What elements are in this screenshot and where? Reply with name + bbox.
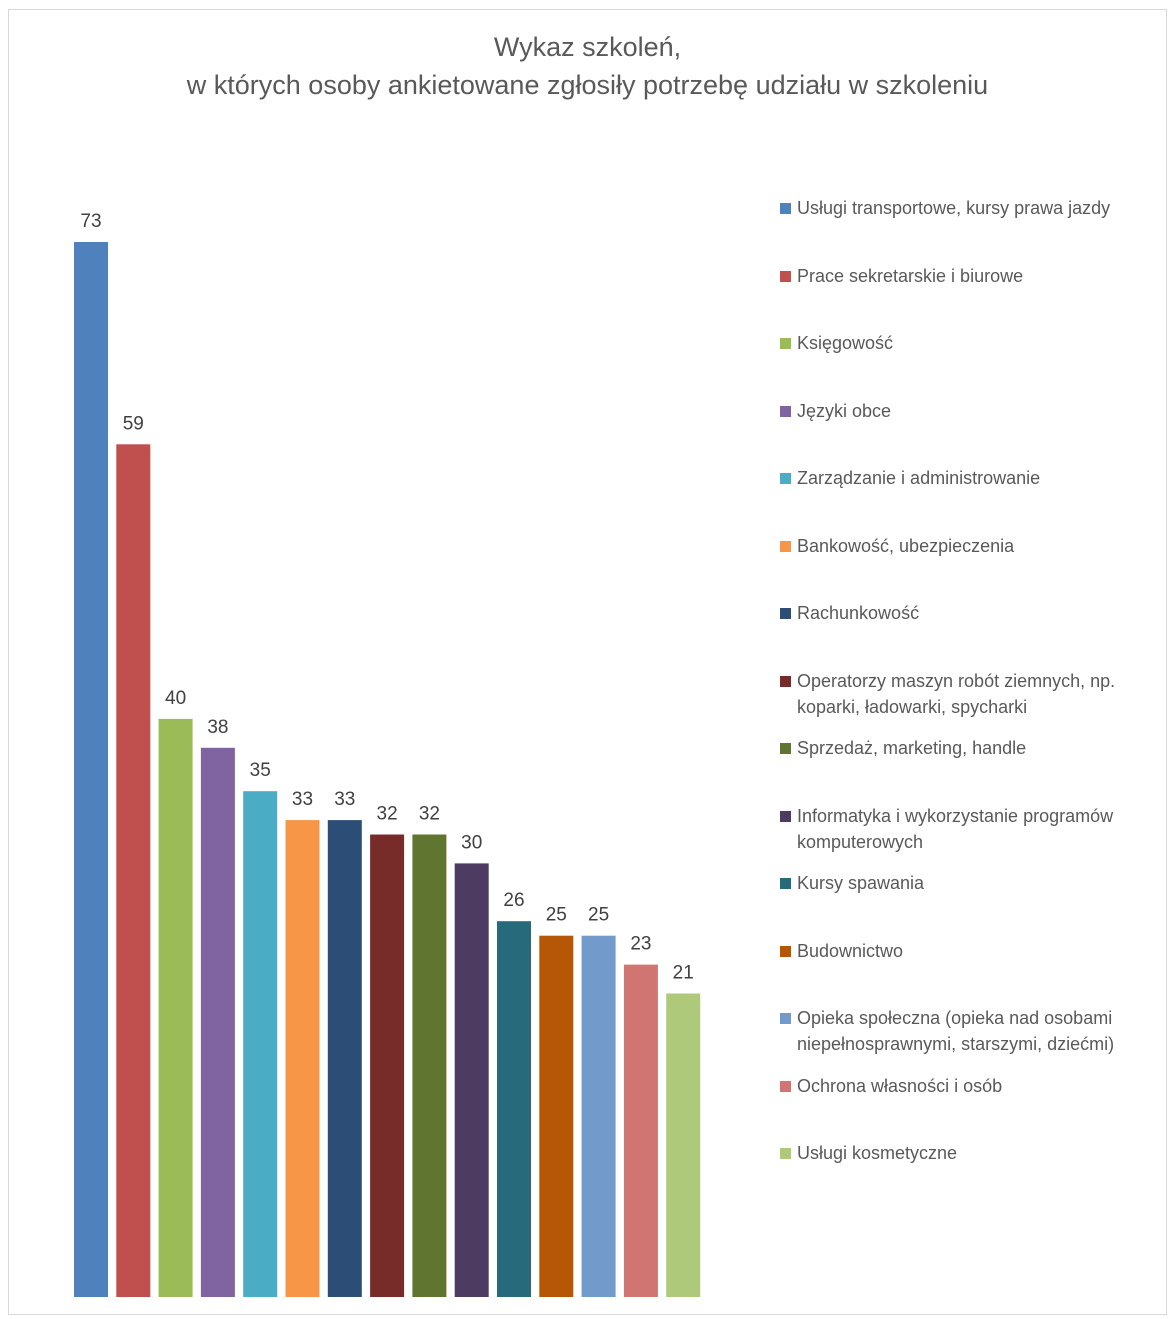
bar-15 [666,993,701,1297]
bar-7 [327,820,362,1297]
legend-swatch-2 [780,270,791,282]
bar-5 [243,791,278,1297]
bar-value-label-6: 33 [292,789,313,810]
legend-swatch-6 [780,540,791,552]
bar-value-label-13: 25 [588,905,609,926]
legend-item-12: Budownictwo [780,938,1165,964]
legend-swatch-10 [780,810,791,822]
bar-8 [370,834,405,1297]
legend-item-6: Bankowość, ubezpieczenia [780,533,1165,559]
bar-value-label-11: 26 [503,890,524,911]
legend-item-7: Rachunkowość [780,600,1165,626]
legend-label-5: Zarządzanie i administrowanie [797,468,1041,488]
bar-value-label-15: 21 [673,963,694,984]
bar-1 [74,242,108,1297]
legend-label-7: Rachunkowość [797,603,920,623]
legend-item-2: Prace sekretarskie i biurowe [780,263,1165,289]
legend-label-15: Usługi kosmetyczne [797,1143,958,1163]
legend-swatch-5 [780,473,791,484]
bar-value-label-14: 23 [630,934,651,955]
legend-item-9: Sprzedaż, marketing, handle [780,735,1165,761]
legend-item-4: Języki obce [780,398,1165,424]
legend-label-1: Usługi transportowe, kursy prawa jazdy [797,198,1111,218]
bar-value-label-1: 73 [80,211,101,232]
legend-swatch-13 [780,1013,791,1024]
bar-3 [158,718,193,1297]
legend-item-8: Operatorzy maszyn robót ziemnych, np. ko… [780,668,1165,720]
bar-2 [116,444,151,1297]
legend-swatch-1 [780,203,791,214]
bar-4 [200,747,235,1297]
legend-label-2: Prace sekretarskie i biurowe [797,265,1024,286]
chart-title-line2: w których osoby ankietowane zgłosiły pot… [186,70,989,100]
legend-item-5: Zarządzanie i administrowanie [780,465,1165,491]
bar-value-label-2: 59 [123,413,144,434]
legend-item-10: Informatyka i wykorzystanie programów ko… [780,803,1165,855]
legend-label-8: Operatorzy maszyn robót ziemnych, np. ko… [797,670,1116,717]
bar-11 [497,921,531,1297]
legend-swatch-3 [780,338,791,349]
legend-item-1: Usługi transportowe, kursy prawa jazdy [780,195,1165,221]
legend-label-3: Księgowość [797,333,894,353]
legend-swatch-14 [780,1080,791,1092]
legend-swatch-12 [780,945,791,957]
bar-value-label-5: 35 [250,760,271,781]
bar-14 [623,964,658,1297]
bar-value-label-7: 33 [334,789,355,810]
bar-6 [285,820,320,1297]
legend-label-6: Bankowość, ubezpieczenia [797,535,1015,556]
bar-value-label-8: 32 [377,804,398,825]
legend-item-15: Usługi kosmetyczne [780,1140,1165,1166]
legend-label-12: Budownictwo [797,940,904,961]
bar-10 [454,863,489,1297]
bar-value-label-10: 30 [461,832,482,853]
bar-value-label-9: 32 [419,804,440,825]
legend-swatch-4 [780,405,791,417]
legend-label-13: Opieka społeczna (opieka nad osobami nie… [797,1008,1115,1054]
legend-swatch-11 [780,878,791,889]
legend-label-10: Informatyka i wykorzystanie programów ko… [797,805,1114,852]
bar-9 [412,834,447,1297]
chart-title-line1: Wykaz szkoleń, [493,32,682,62]
bar-value-label-3: 40 [165,688,186,709]
legend-swatch-7 [780,608,791,619]
legend-label-9: Sprzedaż, marketing, handle [797,738,1027,758]
bar-value-label-12: 25 [546,905,567,926]
bar-value-label-4: 38 [207,717,228,738]
legend-item-11: Kursy spawania [780,870,1165,896]
legend-item-14: Ochrona własności i osób [780,1073,1165,1099]
chart-area [8,9,1167,1315]
legend-label-11: Kursy spawania [797,873,925,893]
legend-item-13: Opieka społeczna (opieka nad osobami nie… [780,1005,1165,1057]
legend-swatch-9 [780,743,791,754]
legend-label-4: Języki obce [797,400,892,421]
chart-title: Wykaz szkoleń, w których osoby ankietowa… [8,28,1167,104]
bar-12 [539,935,574,1297]
legend-swatch-8 [780,675,791,687]
bar-13 [581,935,616,1297]
legend-item-3: Księgowość [780,330,1165,356]
legend-label-14: Ochrona własności i osób [797,1075,1003,1096]
legend-swatch-15 [780,1148,791,1159]
